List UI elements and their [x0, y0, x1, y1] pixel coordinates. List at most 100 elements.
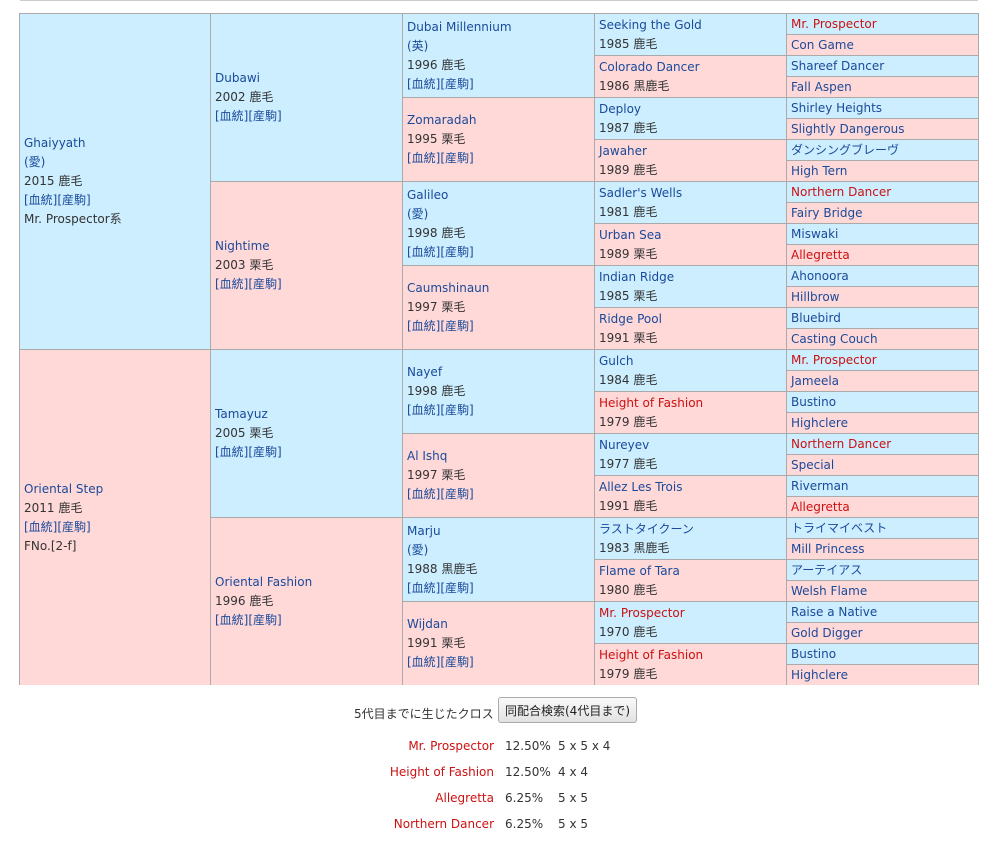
horse-name-link[interactable]: Oriental Fashion: [215, 575, 313, 589]
horse-name-link[interactable]: Oriental Step: [24, 481, 104, 496]
cross-horse-link[interactable]: Allegretta: [435, 791, 494, 805]
pedigree-progeny-links[interactable]: [血統][産駒]: [407, 319, 474, 333]
horse-name-link[interactable]: Fairy Bridge: [791, 205, 863, 220]
horse-name-link[interactable]: Tamayuz: [215, 407, 268, 421]
cross-title: 5代目までに生じたクロス: [354, 707, 494, 721]
pedigree-progeny-links[interactable]: [血統][産駒]: [407, 403, 474, 417]
cross-horse-link[interactable]: Northern Dancer: [393, 817, 494, 831]
horse-name-link[interactable]: Special: [791, 457, 835, 472]
horse-name-link[interactable]: Ahonoora: [791, 268, 849, 283]
horse-name-link[interactable]: Indian Ridge: [599, 269, 675, 284]
horse-name-link[interactable]: Northern Dancer: [791, 184, 892, 199]
horse-name-link[interactable]: Hillbrow: [791, 289, 840, 304]
horse-name-link[interactable]: Mill Princess: [791, 541, 865, 556]
pedigree-progeny-links[interactable]: [血統][産駒]: [215, 277, 282, 291]
pedigree-progeny-links[interactable]: [血統][産駒]: [24, 193, 91, 207]
horse-name-link[interactable]: Nayef: [407, 365, 443, 379]
horse-name-link[interactable]: Mr. Prospector: [791, 352, 877, 367]
horse-name-link[interactable]: Gold Digger: [791, 625, 863, 640]
horse-name-link[interactable]: Jawaher: [599, 143, 647, 158]
horse-name-link[interactable]: Height of Fashion: [599, 395, 704, 410]
horse-name-link[interactable]: Northern Dancer: [791, 436, 892, 451]
horse-name-link[interactable]: Riverman: [791, 478, 849, 493]
pedigree-progeny-links[interactable]: [血統][産駒]: [407, 487, 474, 501]
horse-name-link[interactable]: Slightly Dangerous: [791, 121, 905, 136]
horse-name-link[interactable]: Shareef Dancer: [791, 58, 885, 73]
pedigree-progeny-links[interactable]: [血統][産駒]: [407, 76, 474, 91]
horse-name-link[interactable]: Zomaradah: [407, 113, 477, 127]
horse-name-link[interactable]: トライマイベスト: [791, 520, 888, 535]
horse-name-link[interactable]: Allez Les Trois: [599, 479, 683, 494]
horse-name-link[interactable]: Flame of Tara: [599, 563, 680, 578]
horse-name-link[interactable]: Deploy: [599, 101, 642, 116]
horse-name-link[interactable]: Colorado Dancer: [599, 59, 700, 74]
horse-name-link[interactable]: High Tern: [791, 163, 848, 178]
horse-name-link[interactable]: Urban Sea: [599, 227, 662, 242]
pedigree-progeny-links[interactable]: [血統][産駒]: [407, 655, 474, 669]
horse-name-link[interactable]: Bustino: [791, 394, 837, 409]
cross-row: Height of Fashion 12.50% 4 x 4: [0, 765, 992, 785]
horse-name-link[interactable]: Gulch: [599, 353, 634, 368]
horse-name-link[interactable]: Dubawi: [215, 71, 260, 85]
horse-name-link[interactable]: Jameela: [791, 373, 840, 388]
pedigree-cell-g4: Deploy 1987 鹿毛: [595, 98, 786, 139]
birth-year-color: 2003 栗毛: [215, 258, 274, 272]
horse-name-link[interactable]: Marju: [407, 523, 441, 538]
horse-name-link[interactable]: Dubai Millennium: [407, 19, 512, 34]
horse-name-link[interactable]: ダンシングブレーヴ: [791, 142, 900, 157]
horse-name-link[interactable]: Mr. Prospector: [791, 16, 877, 31]
pedigree-progeny-links[interactable]: [血統][産駒]: [215, 109, 282, 123]
pedigree-cell-g5: トライマイベスト: [787, 518, 978, 538]
cross-horse-link[interactable]: Mr. Prospector: [408, 739, 494, 753]
pedigree-progeny-links[interactable]: [血統][産駒]: [407, 244, 474, 259]
same-mating-search-button[interactable]: 同配合検索(4代目まで): [498, 697, 637, 723]
pedigree-progeny-links[interactable]: [血統][産駒]: [215, 445, 282, 459]
horse-name-link[interactable]: Caumshinaun: [407, 281, 490, 295]
pedigree-cell-g5: Highclere: [787, 413, 978, 433]
horse-name-link[interactable]: Allegretta: [791, 499, 850, 514]
pedigree-cell-g5: Shirley Heights: [787, 98, 978, 118]
horse-name-link[interactable]: Con Game: [791, 37, 854, 52]
cross-generations: 5 x 5: [558, 791, 588, 805]
horse-name-link[interactable]: Allegretta: [791, 247, 850, 262]
horse-name-link[interactable]: Miswaki: [791, 226, 839, 241]
birth-year-color: 1996 鹿毛: [407, 57, 466, 72]
horse-name-link[interactable]: Nightime: [215, 239, 270, 253]
cross-horse-link[interactable]: Height of Fashion: [389, 765, 494, 779]
pedigree-cell-g5: Jameela: [787, 371, 978, 391]
horse-name-link[interactable]: Ghaiyyath: [24, 136, 86, 150]
pedigree-progeny-links[interactable]: [血統][産駒]: [407, 151, 474, 165]
birth-year-color: 1984 鹿毛: [599, 372, 658, 387]
horse-name-link[interactable]: Shirley Heights: [791, 100, 883, 115]
cross-generations: 5 x 5: [558, 817, 588, 831]
pedigree-cell-g4: Allez Les Trois 1991 鹿毛: [595, 476, 786, 517]
pedigree-cell-g5: Riverman: [787, 476, 978, 496]
horse-name-link[interactable]: Al Ishq: [407, 449, 448, 463]
horse-name-link[interactable]: Bluebird: [791, 310, 841, 325]
birth-year-color: 1980 鹿毛: [599, 582, 658, 597]
horse-name-link[interactable]: Ridge Pool: [599, 311, 662, 326]
horse-name-link[interactable]: Bustino: [791, 646, 837, 661]
horse-name-link[interactable]: Seeking the Gold: [599, 17, 702, 32]
pedigree-progeny-links[interactable]: [血統][産駒]: [215, 613, 282, 627]
horse-name-link[interactable]: Casting Couch: [791, 331, 878, 346]
horse-name-link[interactable]: Galileo: [407, 187, 449, 202]
horse-name-link[interactable]: Height of Fashion: [599, 647, 704, 662]
horse-name-link[interactable]: Highclere: [791, 415, 848, 430]
pedigree-cell-g5: Allegretta: [787, 245, 978, 265]
horse-name-link[interactable]: Raise a Native: [791, 604, 878, 619]
pedigree-cell-g5: Bustino: [787, 644, 978, 664]
horse-name-link[interactable]: Nureyev: [599, 437, 650, 452]
horse-name-link[interactable]: Sadler's Wells: [599, 185, 683, 200]
horse-name-link[interactable]: Highclere: [791, 667, 848, 682]
horse-name-link[interactable]: Wijdan: [407, 617, 448, 631]
pedigree-progeny-links[interactable]: [血統][産駒]: [407, 580, 474, 595]
horse-name-link[interactable]: アーテイアス: [791, 562, 863, 577]
horse-name-link[interactable]: Welsh Flame: [791, 583, 868, 598]
horse-name-link[interactable]: Fall Aspen: [791, 79, 852, 94]
cross-percentage: 6.25%: [505, 817, 544, 831]
horse-name-link[interactable]: Mr. Prospector: [599, 605, 685, 620]
pedigree-cell-g1: Ghaiyyath (愛) 2015 鹿毛 [血統][産駒] Mr. Prospecto…: [20, 14, 210, 349]
horse-name-link[interactable]: ラストタイクーン: [599, 521, 694, 536]
pedigree-progeny-links[interactable]: [血統][産駒]: [24, 519, 91, 534]
